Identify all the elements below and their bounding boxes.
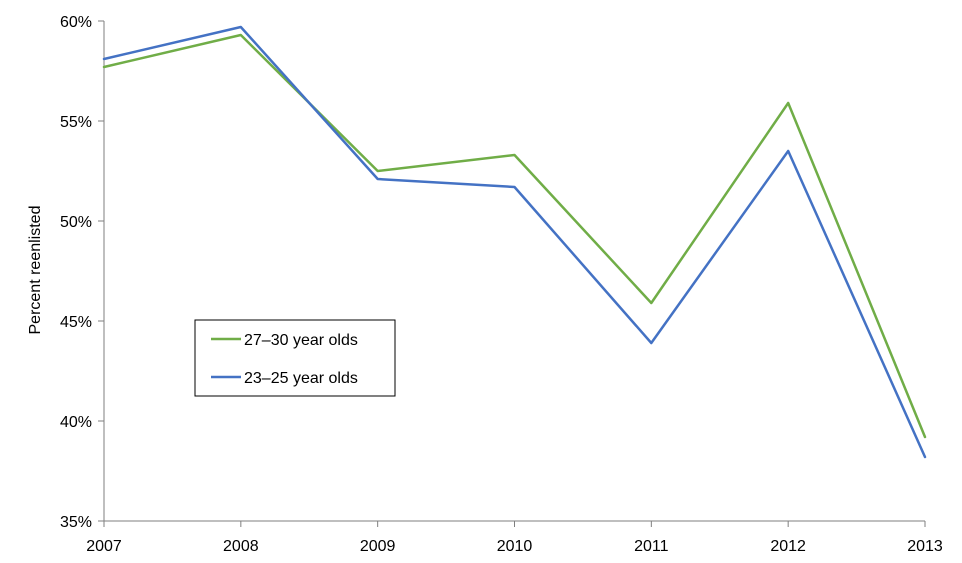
y-tick-label: 40% xyxy=(60,414,92,431)
y-tick-label: 45% xyxy=(60,314,92,331)
x-tick-label: 2007 xyxy=(86,538,122,555)
legend: 27–30 year olds 23–25 year olds xyxy=(194,319,396,397)
y-tick-label: 55% xyxy=(60,114,92,131)
y-tick-label: 35% xyxy=(60,514,92,531)
y-tick-label: 60% xyxy=(60,14,92,31)
x-tick-label: 2013 xyxy=(907,538,943,555)
series-line-1 xyxy=(102,33,927,439)
x-tick-label: 2008 xyxy=(223,538,259,555)
legend-label-1: 27–30 year olds xyxy=(244,332,358,349)
x-tick-label: 2012 xyxy=(770,538,806,555)
y-tick-label: 50% xyxy=(60,214,92,231)
series-line-2 xyxy=(102,25,927,459)
x-tick-label: 2010 xyxy=(497,538,533,555)
series-lines xyxy=(102,25,927,459)
x-tick-label: 2009 xyxy=(360,538,396,555)
x-tick-label: 2011 xyxy=(634,538,669,555)
legend-label-2: 23–25 year olds xyxy=(244,370,358,387)
y-axis-title: Percent reenlisted xyxy=(27,206,44,335)
axes: 35% 40% 45% 50% 55% 60% 2007 2008 2009 2010 2011 20… xyxy=(60,14,943,555)
legend-box xyxy=(194,319,396,397)
